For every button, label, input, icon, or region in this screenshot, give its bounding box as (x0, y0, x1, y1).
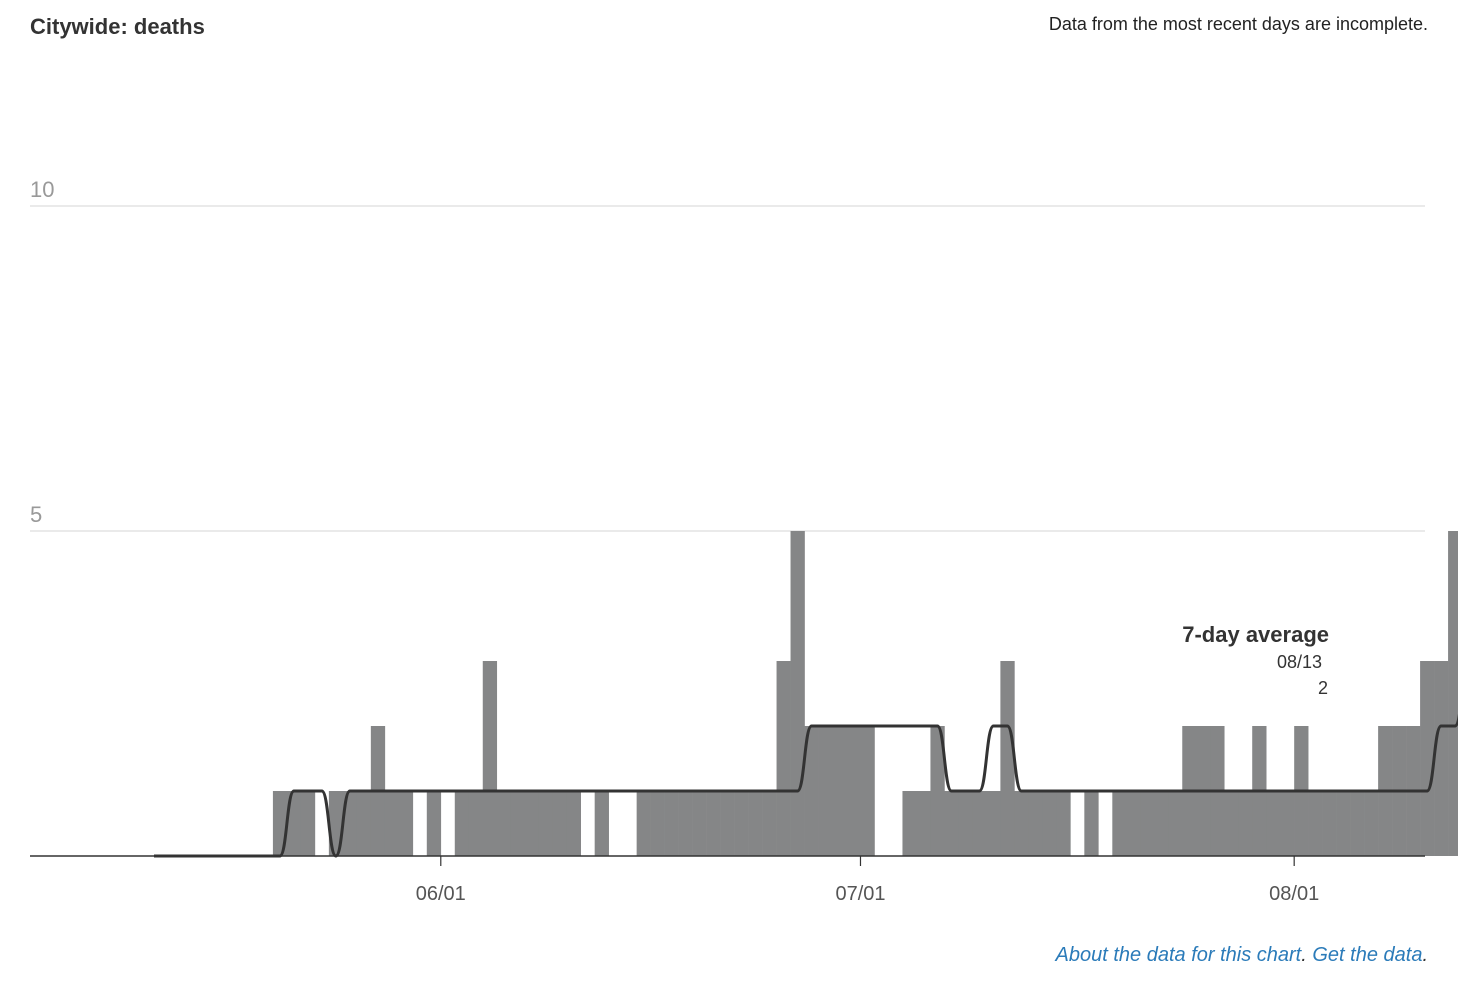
series-label-7-day-average: 7-day average (1182, 622, 1329, 647)
bar (524, 791, 540, 856)
bar (832, 726, 847, 856)
footer-period: . (1422, 944, 1428, 966)
bar (650, 791, 665, 856)
bar (1420, 661, 1435, 856)
chart-footer: About the data for this chart. Get the d… (1056, 944, 1428, 967)
bar (1224, 791, 1239, 856)
bar (720, 791, 735, 856)
bar (860, 726, 875, 856)
bar (1238, 791, 1253, 856)
bar (1140, 791, 1155, 856)
about-data-link[interactable]: About the data for this chart (1055, 944, 1302, 966)
bar (342, 791, 358, 856)
bar (1266, 791, 1281, 856)
bar (1448, 531, 1458, 856)
bar (1028, 791, 1043, 856)
bar (846, 726, 861, 856)
bar (930, 726, 945, 856)
bar (748, 791, 763, 856)
bar (538, 791, 554, 856)
bar (1350, 791, 1365, 856)
bar (916, 791, 931, 856)
bar (1364, 791, 1379, 856)
bar (958, 791, 973, 856)
bar (1042, 791, 1057, 856)
bar (902, 791, 917, 856)
bar (482, 661, 498, 856)
bar (762, 791, 777, 856)
bar (790, 531, 805, 856)
bar (286, 791, 302, 856)
x-tick-label-08/01: 08/01 (1269, 883, 1319, 905)
bar (1084, 791, 1099, 856)
seven-day-average-line (153, 713, 1458, 858)
hover-date-label: 08/13 (1277, 652, 1322, 672)
bar (944, 791, 959, 856)
bar (1112, 791, 1127, 856)
y-tick-label-5: 5 (30, 502, 42, 527)
bar (972, 791, 987, 856)
bar (1336, 791, 1351, 856)
bar (1056, 791, 1071, 856)
bar (706, 791, 721, 856)
bar (678, 791, 693, 856)
bar (566, 791, 581, 856)
bar (384, 791, 400, 856)
bar (1322, 791, 1337, 856)
bar (1014, 791, 1029, 856)
x-tick-label-07/01: 07/01 (835, 883, 885, 905)
hover-value-label: 2 (1318, 678, 1328, 698)
bar (510, 791, 526, 856)
bar (986, 791, 1001, 856)
deaths-chart: 5 10 06/01 07/01 08/01 7-day average 08/13 2 (30, 177, 1458, 905)
incomplete-data-note: Data from the most recent days are incom… (1048, 14, 1428, 34)
bar (664, 791, 679, 856)
bar (804, 726, 819, 856)
bar (1280, 791, 1295, 856)
chart-title: Citywide: deaths (30, 14, 205, 39)
bar (818, 726, 833, 856)
x-tick-label-06/01: 06/01 (416, 883, 466, 905)
bar (1154, 791, 1169, 856)
bar (1308, 791, 1323, 856)
bar (468, 791, 484, 856)
footer-separator: . (1301, 944, 1313, 966)
bar (398, 791, 414, 856)
bar (1000, 661, 1015, 856)
bar (692, 791, 707, 856)
bar (734, 791, 749, 856)
bar (300, 791, 316, 856)
bar (1126, 791, 1141, 856)
bar (454, 791, 470, 856)
bar (1434, 661, 1449, 856)
bar (426, 791, 442, 856)
bar (356, 791, 372, 856)
bar (552, 791, 567, 856)
bar (636, 791, 651, 856)
bar (496, 791, 512, 856)
bar (776, 661, 791, 856)
bar (1168, 791, 1183, 856)
bar (594, 791, 609, 856)
get-data-link[interactable]: Get the data (1312, 944, 1423, 966)
y-tick-label-10: 10 (30, 177, 54, 202)
